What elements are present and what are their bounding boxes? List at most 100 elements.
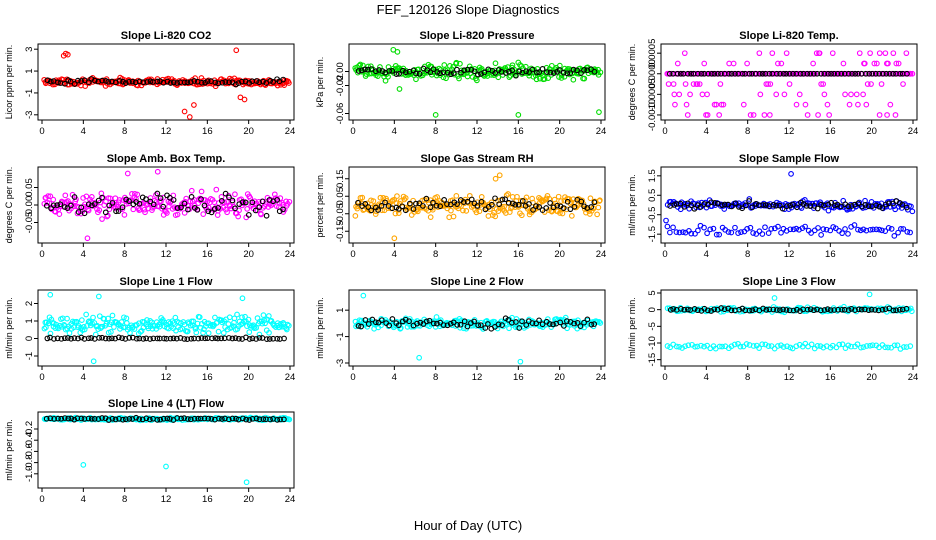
data-points: [41, 168, 293, 242]
data-point: [701, 224, 707, 231]
black-data-point: [58, 335, 65, 342]
black-data-point: [174, 205, 181, 211]
black-data-point: [817, 307, 824, 314]
data-point: [858, 344, 864, 351]
data-point: [820, 226, 827, 233]
black-data-point: [133, 335, 140, 342]
black-data-point: [441, 196, 448, 203]
x-tick-label: 0: [39, 494, 44, 505]
black-data-point: [838, 203, 844, 210]
black-data-point: [355, 199, 361, 206]
data-point: [808, 341, 815, 348]
data-point: [863, 101, 870, 108]
data-point: [377, 194, 384, 201]
data-point: [756, 345, 762, 351]
data-point: [884, 112, 890, 118]
data-point: [861, 60, 868, 67]
data-point: [698, 342, 704, 349]
black-data-point: [99, 194, 105, 201]
black-data-point: [688, 70, 694, 77]
x-tick-label: 20: [243, 249, 254, 260]
black-data-point: [721, 201, 728, 208]
black-data-point: [253, 336, 259, 342]
black-data-point: [571, 203, 578, 210]
data-point: [266, 329, 272, 336]
outlier-point: [163, 463, 169, 470]
x-tick-label: 20: [866, 126, 877, 137]
black-data-point: [475, 322, 482, 329]
black-data-point: [779, 205, 786, 212]
y-tick-label: -1.5: [647, 226, 658, 242]
data-point: [450, 213, 457, 220]
black-data-point: [461, 67, 467, 74]
black-data-point: [512, 201, 519, 208]
black-data-point: [378, 203, 385, 209]
data-point: [680, 229, 686, 235]
black-data-point: [238, 78, 245, 85]
black-data-point: [378, 317, 385, 324]
data-point: [885, 344, 891, 351]
black-data-point: [43, 202, 50, 209]
data-point: [845, 230, 851, 237]
y-tick-label: -0.2: [24, 421, 35, 437]
black-data-point: [355, 323, 362, 329]
data-point: [108, 329, 114, 335]
black-data-point: [821, 70, 828, 77]
y-tick-label: 3: [24, 47, 35, 52]
outlier-point: [663, 217, 669, 224]
data-points: [41, 47, 292, 120]
black-data-point: [91, 201, 98, 207]
outlier-point: [154, 168, 161, 175]
black-data-point: [749, 307, 756, 314]
black-data-point: [577, 323, 584, 329]
data-point: [725, 229, 732, 235]
data-point: [738, 229, 744, 235]
data-point: [876, 226, 883, 233]
black-data-point: [711, 306, 718, 313]
black-data-point: [828, 70, 834, 77]
black-data-point: [437, 203, 443, 210]
y-tick-label: 1.5: [647, 169, 658, 182]
outlier-point: [64, 51, 71, 58]
black-data-point: [571, 320, 577, 327]
black-data-point: [732, 200, 739, 207]
data-point: [356, 62, 363, 69]
black-data-point: [406, 318, 412, 325]
black-data-point: [212, 335, 219, 342]
data-point: [784, 343, 790, 350]
black-data-point: [492, 195, 498, 202]
data-point: [220, 330, 227, 336]
black-data-point: [862, 70, 869, 77]
data-point: [228, 205, 235, 212]
black-data-point: [807, 70, 814, 77]
black-data-point: [852, 201, 858, 208]
data-point: [456, 75, 462, 82]
black-data-point: [55, 79, 61, 86]
black-data-point: [896, 306, 903, 313]
x-tick-label: 8: [433, 126, 438, 137]
data-point: [200, 329, 206, 336]
data-point: [855, 101, 861, 108]
data-point: [90, 314, 96, 321]
black-data-point: [536, 317, 542, 324]
black-data-point: [790, 307, 797, 314]
black-data-point: [879, 70, 886, 77]
black-data-point: [450, 70, 457, 76]
data-point: [109, 312, 116, 319]
data-point: [127, 329, 133, 336]
black-data-point: [875, 307, 882, 314]
black-data-point: [468, 196, 475, 203]
data-point: [694, 343, 701, 350]
data-point: [763, 81, 770, 87]
data-point: [903, 344, 910, 350]
y-tick-label: 0.0000: [647, 59, 658, 88]
x-tick-label: 8: [433, 372, 438, 383]
outlier-point: [237, 94, 244, 101]
data-point: [47, 193, 54, 200]
data-point: [47, 330, 54, 337]
black-data-point: [91, 415, 98, 422]
outlier-point: [771, 295, 778, 301]
data-point: [887, 101, 894, 108]
data-point: [710, 225, 717, 232]
black-data-point: [102, 209, 109, 216]
